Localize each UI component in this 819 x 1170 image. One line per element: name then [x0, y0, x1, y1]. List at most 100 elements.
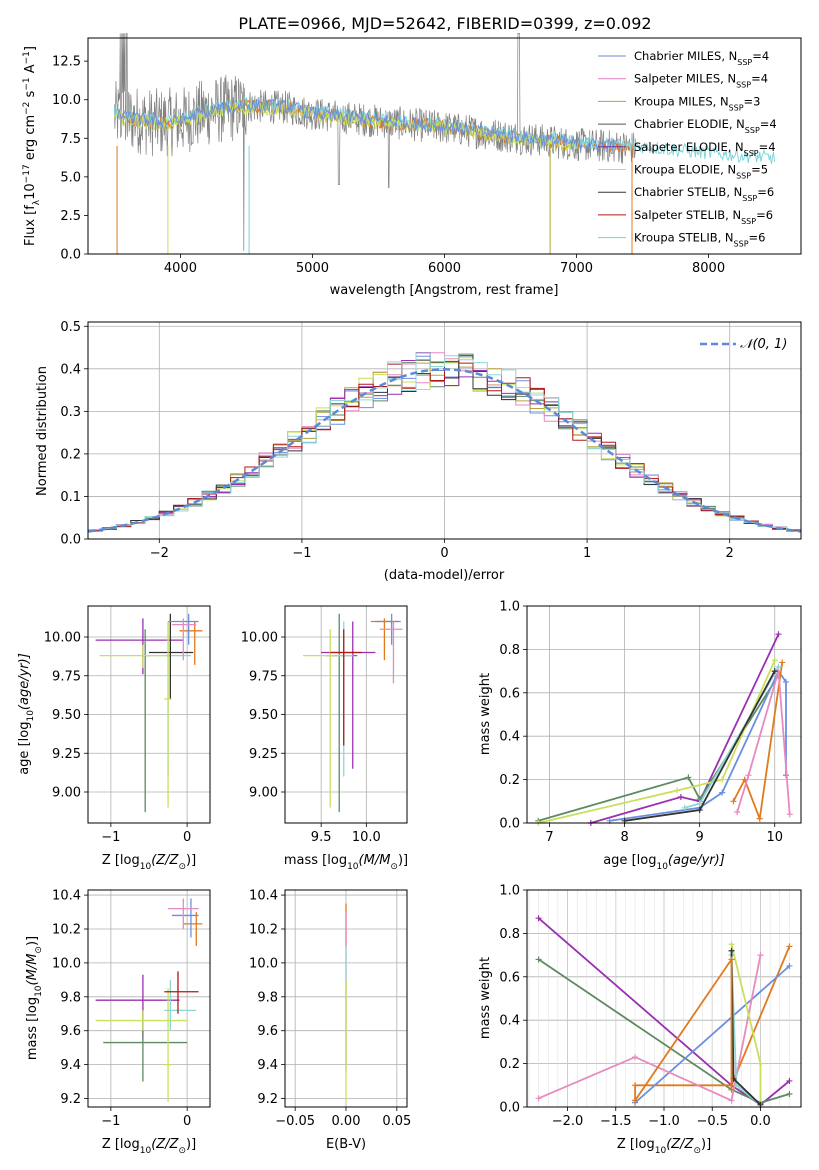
mass-z-y-axis-label-part: 10 [34, 985, 44, 997]
weight-age-series-line [732, 662, 784, 823]
weight-age-y-axis-label: mass weight [478, 673, 493, 755]
series-point-marker [696, 806, 703, 813]
series-point-marker [685, 774, 692, 781]
plot-content [113, 33, 776, 254]
spectrum-panel: 4000 5000 6000 7000 8000 0.0 2.5 5.0 7.5 10.0 12.5… [22, 33, 802, 298]
spectrum-y-axis-label-part: λ [32, 199, 42, 205]
weight-z-x-axis-label-part: 10 [655, 1146, 667, 1156]
y-tick-label: 9.50 [52, 708, 81, 723]
y-tick-label: 1.0 [499, 884, 520, 899]
series-point-marker [632, 1097, 639, 1104]
y-tick-label: 9.2 [257, 1092, 278, 1107]
error-bar-point [164, 979, 197, 1031]
legend-entry-sub: SSP [736, 171, 751, 180]
histogram-x-axis-label: (data-model)/error [384, 568, 505, 583]
legend-entry-text: Kroupa MILES, N [634, 94, 729, 108]
y-tick-label: 0.4 [60, 362, 81, 377]
y-tick-label: 0.4 [499, 1014, 520, 1029]
series-point-marker [757, 952, 764, 959]
series-point-marker [745, 772, 752, 779]
normal-reference-curve [87, 368, 802, 533]
weight-age-series-line [590, 633, 780, 824]
legend-entry-tail: =4 [751, 72, 768, 86]
y-tick-label: 0.8 [499, 643, 520, 658]
legend-entry-tail: =4 [752, 49, 769, 63]
error-bar-point [171, 898, 199, 938]
y-tick-label: 10.0 [52, 956, 81, 971]
series-point-marker [728, 1086, 735, 1093]
series-point-marker [782, 678, 789, 685]
legend-entry-sub: SSP [734, 239, 749, 248]
age-mass-x-axis-label-part: )] [398, 853, 408, 868]
series-point-marker [696, 800, 703, 807]
plot-content [87, 352, 802, 533]
y-tick-label: 9.6 [60, 1024, 81, 1039]
weight-z-x-axis-label-part: (Z/Z [666, 1137, 694, 1152]
legend-entry: Salpeter STELIB, NSSP=6 [634, 208, 773, 226]
observed-spectrum-line [114, 33, 637, 251]
plot-content [535, 631, 793, 826]
age-z-x-axis-label-part: 10 [140, 862, 152, 872]
weight-age-x-axis-label-part: 10 [656, 862, 668, 872]
weight-z-series-line [538, 954, 762, 1102]
error-bar-point [168, 898, 199, 929]
histogram-legend-label: 𝒩(0, 1) [740, 337, 787, 352]
legend-entry: Chabrier MILES, NSSP=4 [634, 49, 769, 67]
series-point-marker [771, 657, 778, 664]
x-tick-label: 0 [183, 1114, 191, 1129]
y-tick-label: 7.5 [60, 132, 81, 147]
legend-entry-tail: =5 [751, 163, 768, 177]
x-tick-label: −1.0 [648, 1114, 680, 1129]
weight-age-x-axis-label-part: age [log [603, 853, 656, 868]
age-mass-x-axis-label-part: 10 [347, 862, 359, 872]
age-z-x-axis-label-part: )] [186, 853, 196, 868]
legend-entry-sub: SSP [741, 216, 756, 225]
weight-z-x-axis-label-part: )] [701, 1137, 711, 1152]
weight-age-x-axis-label: age [log10(age/yr)] [603, 853, 725, 872]
error-bar-point [95, 974, 180, 1040]
x-tick-label: 9.5 [311, 830, 332, 845]
mass-z-y-axis-label-part: mass [log [25, 997, 40, 1060]
mass-z-x-axis-label-part: (Z/Z [151, 1137, 179, 1152]
spectrum-y-axis-label-part: s [23, 90, 38, 101]
x-tick-label: 1 [583, 546, 591, 561]
mass-vs-ebv-panel: −0.05 0.00 0.05 9.2 9.4 9.6 9.8 10.0 10.2 10.4 E(B… [249, 889, 411, 1152]
age-mass-x-axis-label-part: ⊙ [390, 862, 398, 872]
legend-entry-text: Chabrier MILES, N [634, 49, 737, 63]
y-tick-label: 9.6 [257, 1024, 278, 1039]
legend-entry-sub: SSP [742, 194, 757, 203]
error-bar-point [164, 971, 199, 1014]
mass-z-x-axis-label-part: Z [log [102, 1137, 140, 1152]
plot-content [95, 613, 203, 813]
weight-age-x-axis-label-part: (age/yr)] [668, 853, 725, 868]
x-tick-label: −1 [292, 546, 311, 561]
y-tick-label: 10.0 [52, 93, 81, 108]
x-tick-label: 0 [183, 830, 191, 845]
y-tick-label: 10.00 [241, 631, 278, 646]
axes-frame [87, 889, 211, 1108]
error-bar-point [164, 988, 172, 1102]
y-tick-label: 10.2 [249, 922, 278, 937]
legend-entry-text: Kroupa STELIB, N [634, 231, 734, 245]
age-z-y-axis-label-part: age [log [17, 722, 32, 775]
spectrum-y-axis-label: Flux [fλ10−17 erg cm−2 s−1 A−1] [22, 46, 42, 246]
legend-entry-text: Chabrier STELIB, N [634, 185, 742, 199]
x-tick-label: 4000 [164, 261, 197, 276]
legend-entry: Chabrier STELIB, NSSP=6 [634, 185, 774, 203]
y-tick-label: 2.5 [60, 209, 81, 224]
y-tick-label: 0.2 [499, 1057, 520, 1072]
legend-entry-tail: =4 [760, 117, 777, 131]
x-tick-label: 10 [766, 830, 783, 845]
age-z-y-axis-label-part: (age/yr)] [17, 653, 32, 710]
legend-entry: Kroupa ELODIE, NSSP=5 [634, 163, 768, 181]
y-tick-label: 10.4 [52, 889, 81, 904]
y-tick-label: 0.0 [60, 248, 81, 263]
x-tick-label: 8 [620, 830, 628, 845]
series-point-marker [728, 941, 735, 948]
age-mass-x-axis-label-part: (M/M [359, 853, 391, 868]
x-tick-label: 6000 [428, 261, 461, 276]
spectrum-y-axis-label-part: 10 [23, 183, 38, 200]
weight-age-series-line [538, 659, 776, 824]
y-tick-label: 10.2 [52, 922, 81, 937]
